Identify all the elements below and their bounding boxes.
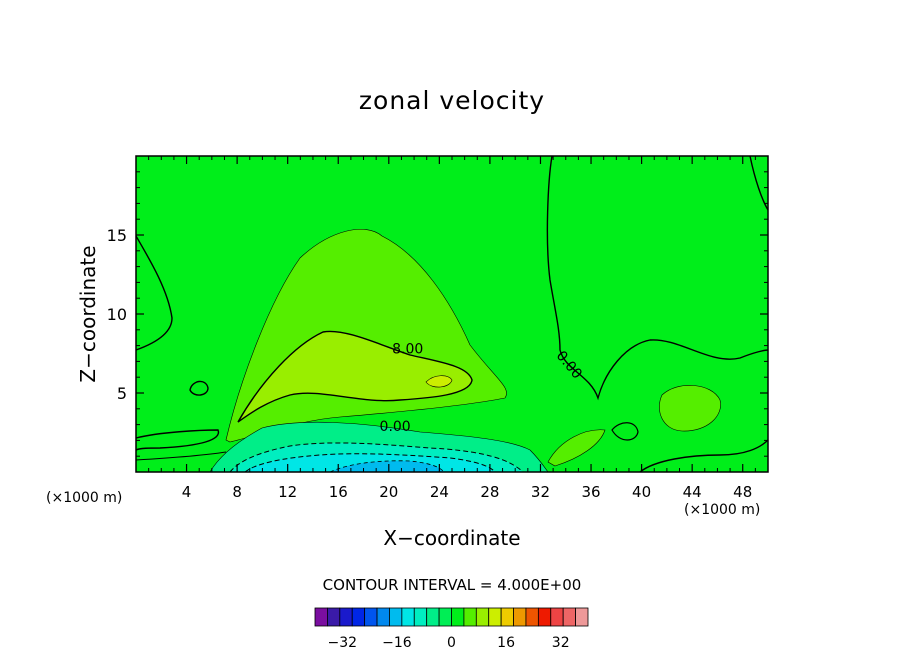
contour-right-patch: [659, 385, 721, 432]
colorbar-swatch: [426, 607, 440, 627]
x-unit-label-left: (×1000 m): [46, 490, 123, 506]
x-tick-label: 44: [683, 483, 702, 501]
contour-bump: [189, 380, 209, 396]
x-tick-label: 4: [182, 483, 192, 501]
colorbar-swatch: [401, 607, 415, 627]
contour-label: 0.00: [380, 419, 411, 435]
colorbar-swatch: [339, 607, 353, 627]
contour-lower-left: [135, 429, 220, 451]
x-unit-label-right: (×1000 m): [684, 502, 761, 518]
colorbar-tick-label: −32: [328, 635, 358, 651]
colorbar-swatch: [537, 607, 552, 627]
contour-lower-left-2: [135, 451, 227, 461]
colorbar-tick-label: 0: [447, 635, 456, 651]
x-tick-label: 16: [329, 483, 348, 501]
x-tick-label: 48: [733, 483, 752, 501]
x-tick-label: 36: [581, 483, 600, 501]
y-ticks: 5 10 15: [107, 171, 768, 457]
contour-label: 8.00: [392, 342, 423, 358]
colorbar-swatch: [463, 607, 477, 627]
contour-surface-minimum: [329, 460, 445, 473]
colorbar-swatch: [513, 607, 527, 627]
colorbar-swatch: [451, 607, 465, 627]
colorbar-swatch: [413, 607, 428, 627]
x-tick-label: 40: [632, 483, 651, 501]
x-tick-label: 32: [531, 483, 550, 501]
colorbar-swatch: [562, 607, 576, 627]
contour-jet-max: [425, 375, 453, 388]
chart-title: zonal velocity: [358, 86, 546, 115]
contour-lower-right-loop: [611, 422, 639, 441]
colorbar-tick-label: −16: [382, 635, 412, 651]
x-tick-label: 20: [379, 483, 398, 501]
colorbar-tick-label: 32: [552, 635, 570, 651]
x-tick-label: 24: [430, 483, 449, 501]
contour-small-patch: [547, 429, 606, 467]
x-tick-label: 8: [232, 483, 242, 501]
contour-zero-left: [135, 235, 173, 351]
colorbar-swatch: [327, 607, 341, 627]
colorbar-swatch: [389, 607, 403, 627]
colorbar-swatch: [575, 607, 589, 627]
colorbar-swatch: [364, 607, 378, 627]
colorbar-swatch: [525, 607, 539, 627]
contour-interval-label: CONTOUR INTERVAL = 4.000E+00: [322, 576, 582, 594]
x-tick-label: 12: [278, 483, 297, 501]
colorbar-swatch: [475, 607, 490, 627]
contour-zero-right: [546, 155, 769, 401]
x-tick-label: 28: [480, 483, 499, 501]
contour-jet: [237, 330, 473, 423]
colorbar-swatch: [488, 607, 502, 627]
y-tick-label: 10: [107, 305, 127, 324]
x-axis-label: X−coordinate: [383, 526, 521, 550]
contour-zero-edge: [749, 155, 769, 211]
colorbar-swatch: [550, 607, 564, 627]
colorbar-swatch: [438, 607, 452, 627]
colorbar-swatch: [351, 607, 366, 627]
x-ticks: 4 8 12 16 20 24 28 32 36 40 44 48: [148, 156, 756, 501]
colorbar-tick-label: 16: [497, 635, 515, 651]
colorbar-swatch: [500, 607, 514, 627]
y-tick-label: 5: [117, 384, 127, 403]
contour-lower-right: [639, 439, 769, 473]
y-tick-label: 15: [107, 226, 127, 245]
colorbar-swatch: [314, 607, 328, 627]
colorbar-swatch: [376, 607, 390, 627]
colorbar: −32 −16 0 16 32: [314, 607, 589, 651]
